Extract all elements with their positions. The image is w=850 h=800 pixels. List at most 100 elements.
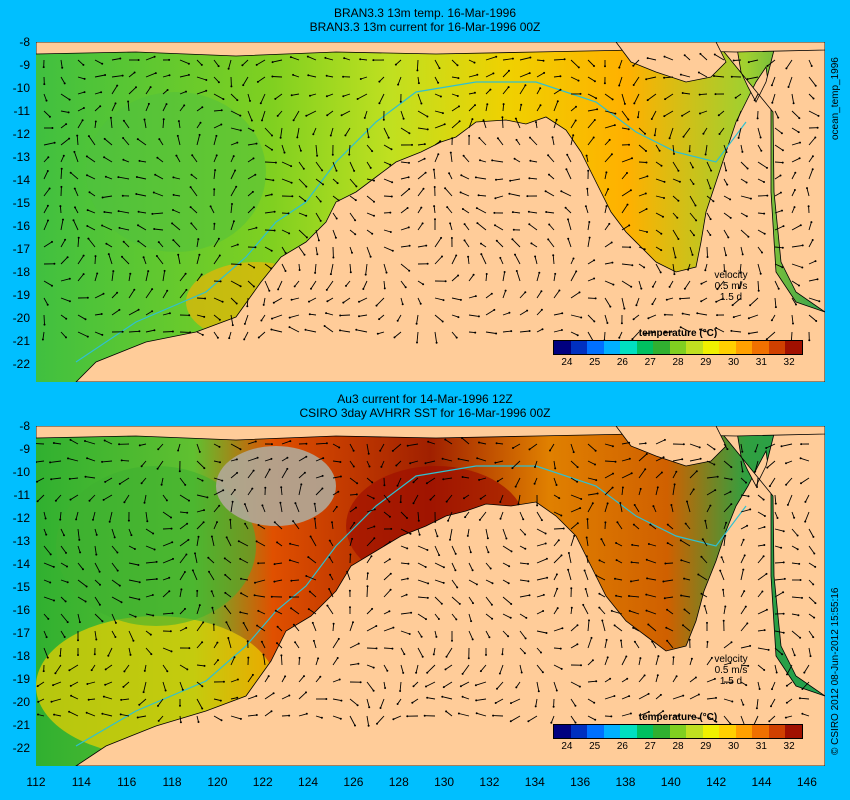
current-arrow-head — [326, 114, 329, 117]
current-arrow — [128, 630, 134, 641]
current-arrow — [682, 624, 691, 632]
current-arrow — [417, 110, 428, 117]
current-arrow-head — [157, 448, 160, 451]
current-arrow — [417, 545, 428, 551]
current-arrow — [309, 313, 317, 316]
current-arrow-head — [112, 270, 115, 273]
colorbar-tick-label: 31 — [755, 741, 767, 752]
current-arrow — [327, 297, 334, 302]
current-arrow-head — [585, 154, 588, 157]
current-arrow-head — [443, 123, 446, 126]
current-arrow — [585, 588, 589, 598]
current-arrow-head — [631, 264, 634, 267]
current-arrow-head — [463, 223, 466, 226]
current-arrow — [748, 314, 759, 319]
current-arrow-head — [675, 470, 678, 473]
current-arrow-head — [515, 138, 518, 141]
current-arrow-head — [577, 66, 580, 69]
current-arrow-head — [560, 190, 563, 193]
current-arrow — [261, 314, 266, 321]
current-arrow — [681, 595, 691, 598]
current-arrow-head — [171, 330, 174, 333]
current-arrow-head — [339, 717, 342, 720]
current-arrow — [478, 477, 487, 481]
current-arrow-head — [507, 86, 510, 89]
current-arrow — [139, 443, 147, 446]
current-arrow — [740, 555, 746, 564]
current-arrow — [434, 154, 439, 163]
current-arrow-head — [495, 442, 498, 445]
current-arrow — [196, 297, 206, 299]
current-arrow — [478, 442, 487, 445]
current-arrow — [77, 59, 84, 66]
current-arrow-head — [697, 693, 700, 696]
current-arrow — [105, 664, 113, 670]
current-arrow-head — [236, 696, 239, 699]
current-arrow — [247, 488, 253, 496]
current-arrow — [633, 93, 640, 104]
colorbar-swatch — [603, 341, 621, 354]
current-arrow — [60, 76, 66, 84]
current-arrow — [366, 460, 370, 467]
current-arrow-head — [337, 637, 340, 640]
current-arrow — [565, 169, 572, 180]
current-arrow-head — [43, 83, 46, 86]
current-arrow — [519, 630, 526, 639]
current-arrow-head — [203, 467, 206, 470]
current-arrow — [275, 93, 283, 100]
current-arrow — [706, 246, 708, 258]
current-arrow-head — [706, 256, 709, 258]
current-arrow — [332, 178, 338, 184]
current-arrow — [757, 144, 762, 152]
current-arrow — [94, 579, 101, 586]
current-arrow-head — [218, 254, 221, 257]
current-arrow-head — [771, 101, 774, 104]
current-arrow — [485, 72, 494, 78]
current-arrow-head — [493, 211, 496, 214]
current-arrow — [153, 192, 164, 197]
current-arrow-head — [578, 291, 581, 294]
current-arrow-head — [168, 590, 171, 593]
colorbar-swatch — [620, 725, 637, 738]
current-arrow — [230, 263, 241, 265]
current-arrow-head — [412, 685, 415, 688]
colorbar-swatch — [785, 725, 802, 738]
current-arrow-head — [560, 554, 563, 557]
current-arrow-head — [127, 100, 130, 103]
current-arrow — [332, 491, 339, 496]
current-arrow — [105, 176, 113, 180]
current-arrow-head — [765, 608, 768, 611]
current-arrow — [60, 545, 67, 554]
current-arrow-head — [152, 191, 155, 194]
current-arrow — [586, 188, 589, 197]
current-arrow — [700, 53, 708, 61]
current-arrow — [791, 647, 796, 656]
current-arrow-head — [246, 305, 249, 308]
current-arrow-head — [651, 303, 654, 306]
current-arrow-head — [594, 297, 597, 300]
current-arrow-head — [625, 655, 628, 658]
current-arrow-head — [474, 684, 477, 687]
current-arrow — [177, 443, 181, 451]
current-arrow-head — [320, 716, 323, 719]
current-arrow-head — [798, 157, 801, 160]
current-arrow — [428, 441, 436, 445]
current-arrow — [139, 160, 147, 163]
current-arrow-head — [438, 554, 441, 557]
current-arrow-head — [137, 564, 140, 566]
current-arrow-head — [309, 535, 312, 538]
current-arrow — [519, 291, 526, 299]
current-arrow-head — [664, 331, 667, 334]
current-arrow — [483, 120, 487, 129]
current-arrow — [791, 545, 798, 550]
current-arrow-head — [419, 302, 422, 305]
current-arrow — [547, 239, 555, 248]
current-arrow-head — [267, 675, 270, 678]
current-arrow-head — [683, 577, 686, 580]
current-arrow-head — [594, 449, 597, 452]
current-arrow-head — [771, 688, 773, 691]
current-arrow — [60, 155, 65, 163]
current-arrow-head — [816, 278, 819, 281]
colorbar-scale — [553, 340, 803, 355]
current-arrow-head — [187, 538, 190, 541]
